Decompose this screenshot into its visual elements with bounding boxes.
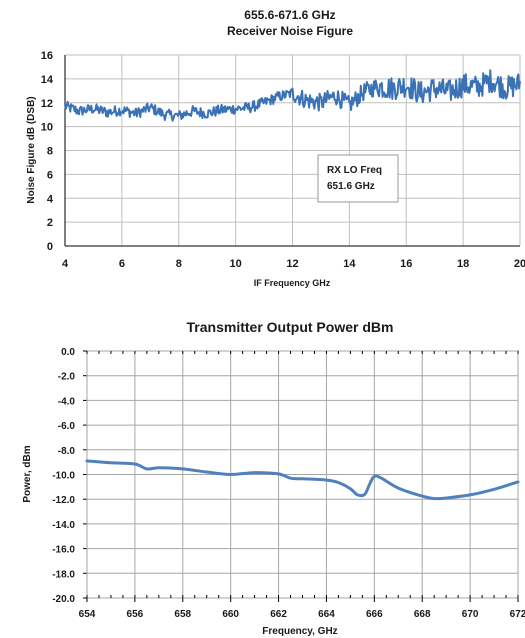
chart2-y-tick-label: -14.0 (52, 520, 75, 531)
transmitter-power-chart: Transmitter Output Power dBm 654 656 658 66… (22, 319, 525, 637)
chart2-x-tick-label: 672 (510, 609, 525, 620)
noise-figure-chart: 655.6-671.6 GHz Receiver Noise Figure 4 6… (26, 8, 525, 288)
chart2-x-tick-label: 670 (462, 609, 479, 620)
chart1-x-tick-label: 16 (400, 258, 412, 270)
chart1-x-tick-labels: 4 6 8 10 12 14 16 18 20 (62, 258, 525, 270)
chart2-x-tick-label: 656 (127, 609, 144, 620)
chart1-y-tick-label: 10 (41, 122, 53, 134)
chart2-y-tick-label: -12.0 (52, 495, 75, 506)
chart1-y-tick-label: 0 (47, 241, 53, 253)
chart2-y-tick-label: -6.0 (58, 421, 76, 432)
chart1-y-tick-labels: 0 2 4 6 8 10 12 14 16 (41, 50, 54, 253)
chart2-x-tick-label: 654 (79, 609, 96, 620)
chart1-y-axis-label: Noise Figure dB (DSB) (26, 96, 37, 203)
chart2-y-tick-label: 0.0 (61, 347, 75, 358)
chart1-subtitle: Receiver Noise Figure (227, 24, 353, 38)
chart1-y-tick-label: 14 (41, 74, 54, 86)
chart1-x-tick-label: 14 (343, 258, 356, 270)
chart2-x-axis-label: Frequency, GHz (262, 626, 337, 637)
chart1-x-tick-label: 18 (457, 258, 469, 270)
chart1-x-tick-label: 12 (286, 258, 298, 270)
chart1-y-tick-label: 6 (47, 169, 53, 181)
chart1-x-tick-label: 10 (230, 258, 242, 270)
annotation-frame (317, 154, 399, 203)
chart1-x-tick-label: 20 (514, 258, 525, 270)
chart2-x-tick-label: 668 (414, 609, 431, 620)
chart2-y-tick-label: -8.0 (58, 446, 76, 457)
chart1-x-tick-label: 8 (176, 258, 182, 270)
chart2-y-axis-label: Power, dBm (22, 445, 33, 502)
transmitter-power-series-line (85, 459, 520, 501)
chart1-y-tick-label: 8 (47, 146, 53, 158)
chart2-x-tick-label: 662 (270, 609, 287, 620)
chart1-axes (64, 55, 520, 247)
chart2-x-tick-label: 666 (366, 609, 383, 620)
chart2-y-tick-label: -20.0 (52, 594, 75, 605)
chart1-y-tick-label: 12 (41, 98, 53, 110)
annotation-line-1: RX LO Freq (327, 165, 382, 176)
annotation-box: RX LO Freq 651.6 GHz (317, 154, 399, 203)
chart1-x-tick-label: 4 (62, 258, 69, 270)
chart2-x-tick-label: 658 (174, 609, 191, 620)
chart1-title: 655.6-671.6 GHz (244, 8, 335, 22)
chart2-x-tick-label: 664 (318, 609, 335, 620)
chart2-y-tick-label: -4.0 (58, 396, 76, 407)
chart2-y-tick-label: -16.0 (52, 545, 75, 556)
chart1-x-tick-label: 6 (119, 258, 125, 270)
chart2-y-tick-labels: 0.0 -2.0 -4.0 -6.0 -8.0 -10.0 -12.0 -14.0 -16.0 -… (52, 347, 75, 605)
chart2-title: Transmitter Output Power dBm (187, 319, 394, 335)
chart1-y-tick-label: 2 (47, 217, 53, 229)
noise-figure-series-line (64, 69, 521, 122)
chart2-x-tick-labels: 654 656 658 660 662 664 666 668 670 672 (79, 609, 525, 620)
chart2-y-tick-label: -10.0 (52, 471, 75, 482)
chart2-y-tick-label: -18.0 (52, 569, 75, 580)
chart2-x-tick-label: 660 (222, 609, 239, 620)
chart2-y-tick-label: -2.0 (58, 372, 76, 383)
annotation-line-2: 651.6 GHz (327, 181, 375, 192)
chart1-y-tick-label: 16 (41, 50, 53, 62)
chart1-x-axis-label: IF Frequency GHz (254, 278, 331, 288)
chart1-y-tick-label: 4 (47, 193, 54, 205)
